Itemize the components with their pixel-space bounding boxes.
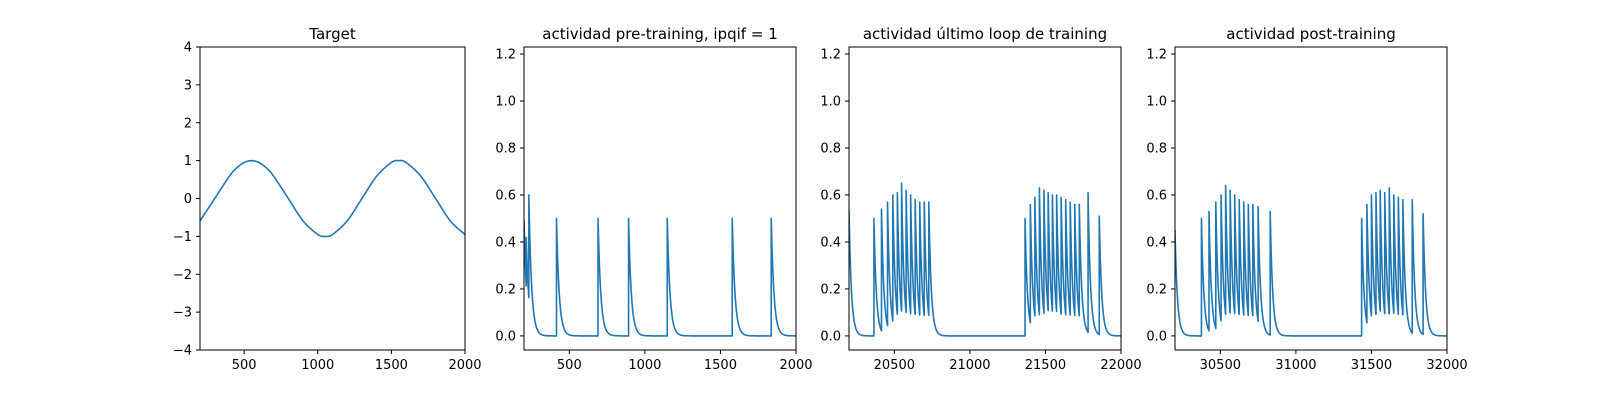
y-tick-label: 0.4 — [495, 235, 516, 250]
x-tick-label: 21000 — [949, 358, 990, 373]
x-tick-label: 32000 — [1426, 358, 1467, 373]
y-tick-label: 0.0 — [820, 329, 841, 344]
x-tick-label: 500 — [232, 358, 257, 373]
y-tick-label: 0.2 — [495, 282, 516, 297]
x-tick-label: 2000 — [779, 358, 812, 373]
x-tick-label: 31500 — [1351, 358, 1392, 373]
y-tick-label: 0.2 — [820, 282, 841, 297]
plot-frame — [523, 46, 797, 351]
series-line-4-1 — [1175, 184, 1447, 337]
y-tick-label: 0.0 — [495, 329, 516, 344]
y-tick-label: 0.8 — [495, 142, 516, 157]
y-tick-label: 1.2 — [820, 48, 841, 63]
series-line-1-1 — [200, 159, 465, 238]
chart-title: actividad último loop de training — [863, 25, 1107, 43]
series-line-2-1 — [524, 194, 796, 337]
series-line-3-1 — [849, 182, 1121, 337]
chart-title: actividad pre-training, ipqif = 1 — [542, 25, 778, 43]
chart-panel-2: 500 1000 1500 2000 0.0 0.2 0.4 0.6 0.8 1.0 1.2 acti… — [495, 25, 812, 373]
y-tick-label: 0.8 — [1146, 142, 1167, 157]
y-tick-label: 1.2 — [495, 48, 516, 63]
y-tick-label: 2 — [184, 116, 192, 131]
y-tick-label: 1.0 — [820, 95, 841, 110]
y-tick-label: −2 — [173, 268, 192, 283]
y-tick-label: −4 — [173, 344, 192, 359]
y-tick-label: 3 — [184, 78, 192, 93]
chart-title: actividad post-training — [1226, 25, 1395, 43]
chart-panel-3: 20500 21000 21500 22000 0.0 0.2 0.4 0.6 0.8 1.0 1.… — [820, 25, 1141, 373]
y-tick-label: 0.6 — [1146, 188, 1167, 203]
y-tick-label: 1 — [184, 154, 192, 169]
y-tick-label: 0.0 — [1146, 329, 1167, 344]
plot-frame — [199, 46, 466, 351]
y-tick-label: 0 — [184, 192, 192, 207]
y-tick-label: 1.0 — [495, 95, 516, 110]
y-tick-label: 0.8 — [820, 142, 841, 157]
x-tick-label: 1500 — [704, 358, 737, 373]
y-tick-label: 4 — [184, 41, 192, 56]
x-tick-label: 30500 — [1200, 358, 1241, 373]
y-tick-label: 0.4 — [820, 235, 841, 250]
x-tick-label: 21500 — [1025, 358, 1066, 373]
y-tick-label: 0.6 — [820, 188, 841, 203]
y-tick-label: 0.2 — [1146, 282, 1167, 297]
x-tick-label: 1000 — [301, 358, 334, 373]
x-tick-label: 2000 — [448, 358, 481, 373]
chart-panel-1: 500 1000 1500 2000 −4 −3 −2 −1 0 1 2 3 4 Target — [173, 25, 482, 373]
x-tick-label: 1000 — [628, 358, 661, 373]
x-tick-label: 1500 — [375, 358, 408, 373]
y-tick-label: 0.4 — [1146, 235, 1167, 250]
x-tick-label: 20500 — [874, 358, 915, 373]
y-tick-label: −3 — [173, 306, 192, 321]
x-tick-label: 22000 — [1100, 358, 1141, 373]
plot-frame — [848, 46, 1122, 351]
x-tick-label: 500 — [557, 358, 582, 373]
y-tick-label: 0.6 — [495, 188, 516, 203]
x-tick-label: 31000 — [1275, 358, 1316, 373]
y-tick-label: −1 — [173, 230, 192, 245]
plot-frame — [1174, 46, 1448, 351]
chart-title: Target — [308, 25, 356, 43]
y-tick-label: 1.2 — [1146, 48, 1167, 63]
y-tick-label: 1.0 — [1146, 95, 1167, 110]
chart-panel-4: 30500 31000 31500 32000 0.0 0.2 0.4 0.6 0.8 1.0 1.… — [1146, 25, 1467, 373]
